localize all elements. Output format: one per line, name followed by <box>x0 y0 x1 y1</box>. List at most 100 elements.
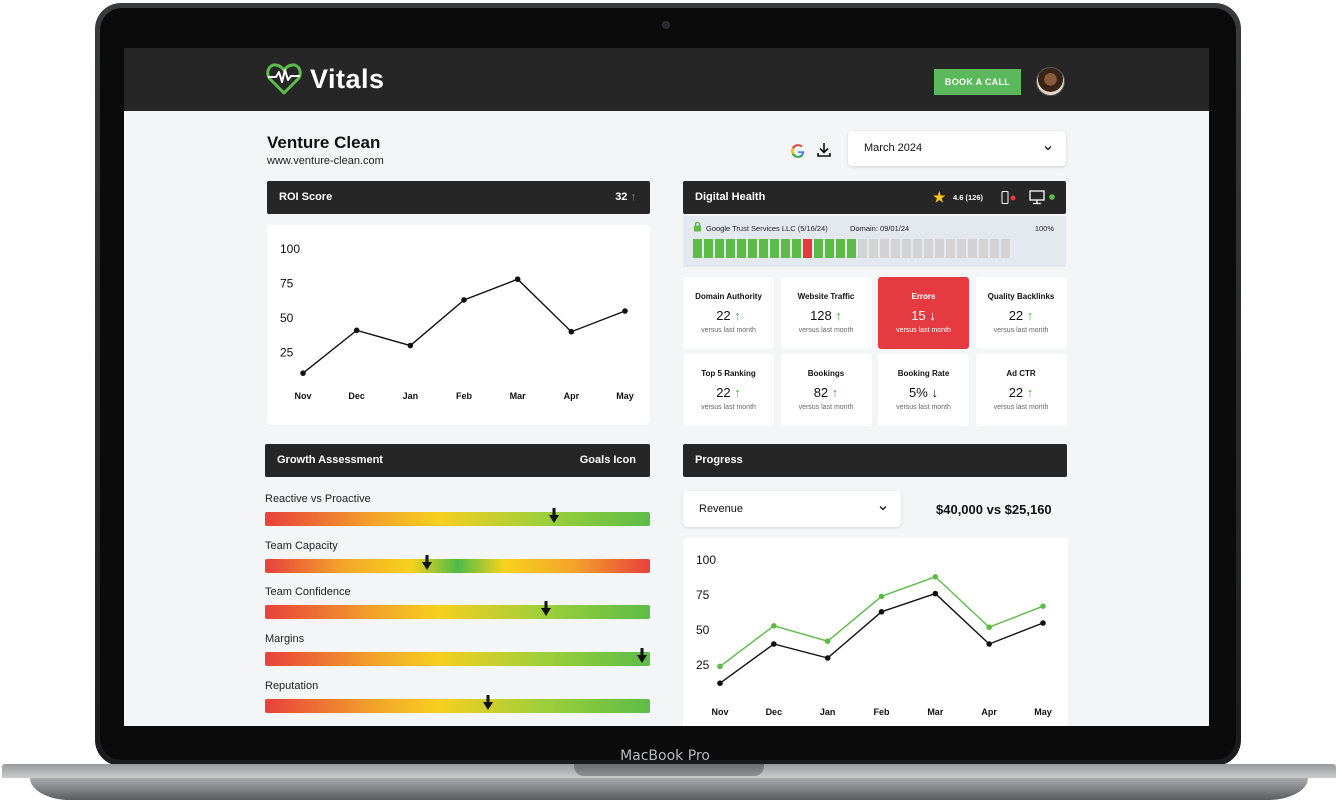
data-point[interactable] <box>932 574 939 580</box>
ssl-panel: Google Trust Services LLC (5/16/24) Doma… <box>683 216 1066 267</box>
data-point[interactable] <box>568 328 575 335</box>
growth-item-label: Margins <box>265 633 305 646</box>
logo[interactable]: Vitals <box>266 62 385 96</box>
goals-label[interactable]: Goals Icon <box>579 454 636 466</box>
book-call-button[interactable]: BOOK A CALL <box>934 69 1021 95</box>
series-line-1 <box>719 592 1044 684</box>
metric-subtext: versus last month <box>798 327 854 334</box>
logo-text: Vitals <box>310 63 385 94</box>
ssl-segment <box>759 239 768 258</box>
ssl-issuer: Google Trust Services LLC (5/16/24) <box>706 224 828 233</box>
data-point[interactable] <box>622 308 628 314</box>
ssl-segment <box>715 239 724 258</box>
ssl-segment <box>814 239 823 258</box>
chevron-down-icon <box>879 506 887 511</box>
level-marker-icon <box>541 601 552 617</box>
data-point[interactable] <box>353 327 360 334</box>
level-marker-icon <box>483 694 494 710</box>
data-point[interactable] <box>771 623 777 629</box>
x-tick-label: Feb <box>873 707 890 717</box>
metric-card[interactable]: Errors 15 ↓ versus last month <box>878 277 969 349</box>
x-tick-label: May <box>1034 707 1052 717</box>
metric-value: 22 <box>716 308 731 323</box>
download-icon[interactable] <box>816 142 832 158</box>
data-point[interactable] <box>986 641 992 647</box>
ssl-segment <box>781 239 790 258</box>
metric-card[interactable]: Ad CTR 22 ↑ versus last month <box>975 354 1067 426</box>
laptop-base <box>0 764 1338 806</box>
data-point[interactable] <box>717 663 723 670</box>
google-icon[interactable] <box>791 144 805 158</box>
growth-gradient-bar <box>265 698 650 713</box>
y-tick-label: 100 <box>280 242 300 256</box>
ssl-segment <box>704 239 713 258</box>
metric-card[interactable]: Domain Authority 22 ↑ versus last month <box>683 277 774 349</box>
month-select[interactable]: March 2024 <box>848 131 1066 166</box>
data-point[interactable] <box>986 624 992 630</box>
month-select-value: March 2024 <box>864 142 923 154</box>
y-tick-label: 50 <box>280 311 294 325</box>
ssl-segment <box>858 239 867 258</box>
ssl-segment <box>935 239 944 258</box>
data-point[interactable] <box>824 655 831 661</box>
series-line-0 <box>719 575 1044 667</box>
x-tick-label: Mar <box>510 391 527 401</box>
y-tick-label: 100 <box>696 553 716 567</box>
ssl-segment <box>979 239 988 258</box>
camera-icon <box>662 21 670 29</box>
metric-subtext: versus last month <box>798 404 854 411</box>
ssl-segment <box>737 239 746 258</box>
revenue-select[interactable]: Revenue <box>683 491 901 527</box>
ssl-segment <box>1001 239 1010 258</box>
data-point[interactable] <box>461 297 467 303</box>
metric-title: Quality Backlinks <box>987 292 1055 301</box>
data-point[interactable] <box>932 590 939 597</box>
growth-item-label: Reactive vs Proactive <box>265 493 371 505</box>
data-point[interactable] <box>878 609 885 615</box>
x-tick-label: Mar <box>927 707 944 717</box>
data-point[interactable] <box>878 593 885 600</box>
x-tick-label: Jan <box>820 707 836 717</box>
base-bottom <box>30 778 1308 800</box>
arrow-up-icon: ↑ <box>1023 308 1034 323</box>
arrow-up-icon: ↑ <box>1023 385 1034 400</box>
ssl-segment <box>913 239 922 258</box>
data-point[interactable] <box>1040 620 1046 626</box>
roi-chart-card: 25 50 75 100 Nov Dec Jan Feb Mar Apr May <box>267 225 650 425</box>
data-point[interactable] <box>1040 603 1046 609</box>
data-point[interactable] <box>407 342 414 349</box>
star-icon: ★ <box>933 189 946 205</box>
progress-title: Progress <box>695 454 743 466</box>
company-url[interactable]: www.venture-clean.com <box>267 155 384 167</box>
avatar[interactable] <box>1036 67 1065 96</box>
metric-value-row: 15 ↓ <box>878 308 969 323</box>
metric-card[interactable]: Top 5 Ranking 22 ↑ versus last month <box>683 354 774 426</box>
metric-title: Top 5 Ranking <box>701 369 756 378</box>
roi-score-value: 32 <box>615 191 628 203</box>
metric-title: Bookings <box>807 369 845 378</box>
metric-value-row: 82 ↑ <box>781 385 872 400</box>
ssl-segment <box>990 239 999 258</box>
metric-card[interactable]: Website Traffic 128 ↑ versus last month <box>780 277 872 349</box>
data-point[interactable] <box>514 276 521 283</box>
ssl-percent: 100% <box>1034 224 1054 233</box>
data-point[interactable] <box>771 641 777 647</box>
metric-card[interactable]: Bookings 82 ↑ versus last month <box>780 354 872 426</box>
ssl-segment <box>880 239 889 258</box>
dashboard-screen: Vitals BOOK A CALL Venture Clean www.ven… <box>124 48 1209 726</box>
x-tick-label: Dec <box>348 391 365 401</box>
metric-card[interactable]: Booking Rate 5% ↓ versus last month <box>878 354 969 426</box>
ssl-segment-bar <box>693 239 1010 258</box>
metric-card[interactable]: Quality Backlinks 22 ↑ versus last month <box>975 277 1067 349</box>
x-tick-label: Feb <box>456 391 473 401</box>
opening-notch <box>574 764 764 776</box>
metric-subtext: versus last month <box>896 404 951 411</box>
roi-score: 32 ↑ <box>615 191 636 203</box>
roi-title: ROI Score <box>279 191 333 203</box>
data-point[interactable] <box>717 680 723 686</box>
metric-value-row: 5% ↓ <box>878 385 969 400</box>
ssl-segment <box>869 239 878 258</box>
data-point[interactable] <box>300 370 306 376</box>
rating-value: 4.6 (126) <box>953 193 984 202</box>
data-point[interactable] <box>824 638 831 644</box>
